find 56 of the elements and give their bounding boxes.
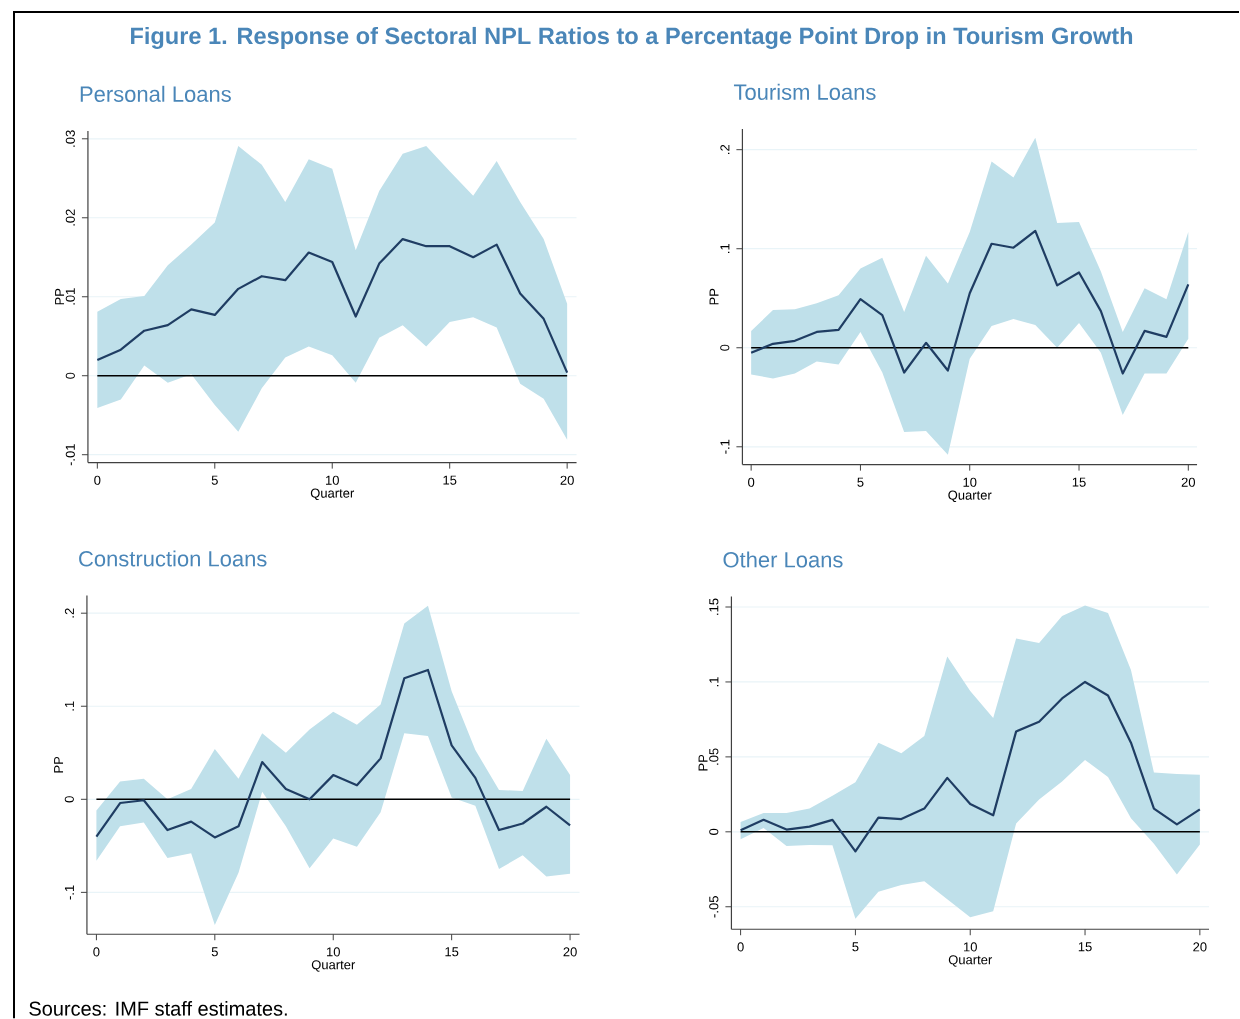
x-tick-label: 5 xyxy=(211,947,218,957)
x-tick-label: 20 xyxy=(1181,477,1196,487)
x-axis-title: Quarter xyxy=(310,488,355,500)
x-tick-label: 15 xyxy=(1078,942,1092,952)
x-tick-label: 20 xyxy=(1193,942,1207,952)
x-tick-label: 15 xyxy=(445,947,459,957)
line-series xyxy=(96,237,569,374)
x-tick-label: 0 xyxy=(737,942,744,952)
y-tick-label: .05 xyxy=(709,748,719,765)
y-tick-label: -.1 xyxy=(64,885,74,900)
y-tick-label: 0 xyxy=(65,372,75,379)
line-series xyxy=(739,680,1201,853)
x-tick-label: 0 xyxy=(93,947,100,957)
y-axis-title: PP xyxy=(54,756,64,773)
y-tick-label: 0 xyxy=(709,828,719,835)
caption: Figure 1. Response of Sectoral NPL Ratios to a Percentage Point Drop in Tourism Growth xyxy=(131,26,1133,49)
x-tick-label: 0 xyxy=(94,475,101,485)
y-tick-label: .2 xyxy=(64,608,74,618)
y-tick-label: .1 xyxy=(64,701,74,711)
y-axis-title: PP xyxy=(709,288,719,305)
x-tick-label: 10 xyxy=(327,947,340,957)
x-tick-label: 10 xyxy=(963,477,977,487)
y-tick-label: .1 xyxy=(709,677,719,687)
y-tick-label: .1 xyxy=(720,243,730,253)
y-tick-label: .03 xyxy=(65,130,75,147)
x-axis-title: Quarter xyxy=(948,490,992,502)
y-axis-title: PP xyxy=(698,754,708,771)
y-tick-label: -.01 xyxy=(65,444,75,466)
line-series xyxy=(95,668,572,839)
line-series xyxy=(750,229,1190,375)
source-note: Sources: IMF staff estimates. xyxy=(29,1001,287,1016)
x-tick-label: 10 xyxy=(964,942,977,952)
x-axis-title: Quarter xyxy=(948,955,993,967)
y-tick-label: .2 xyxy=(720,144,730,154)
x-tick-label: 5 xyxy=(857,477,864,487)
x-tick-label: 15 xyxy=(1072,477,1086,487)
x-tick-label: 20 xyxy=(563,947,577,957)
x-tick-label: 10 xyxy=(326,475,339,485)
y-tick-label: .02 xyxy=(65,209,75,226)
y-tick-label: -.1 xyxy=(720,439,730,454)
chart-title: Construction Loans xyxy=(79,550,267,567)
x-axis-title: Quarter xyxy=(311,960,356,972)
chart-title: Tourism Loans xyxy=(733,83,876,100)
y-tick-label: -.05 xyxy=(709,896,719,918)
x-tick-label: 0 xyxy=(748,477,755,487)
x-tick-label: 5 xyxy=(852,942,859,952)
chart-title: Other Loans xyxy=(723,551,843,568)
chart-title: Personal Loans xyxy=(80,85,231,102)
x-tick-label: 5 xyxy=(211,475,218,485)
x-tick-label: 15 xyxy=(443,475,457,485)
y-tick-label: .15 xyxy=(709,598,719,615)
y-tick-label: .01 xyxy=(65,288,75,305)
x-tick-label: 20 xyxy=(560,475,574,485)
y-tick-label: 0 xyxy=(720,344,730,351)
y-axis-title: PP xyxy=(55,288,65,305)
y-tick-label: 0 xyxy=(64,796,74,803)
